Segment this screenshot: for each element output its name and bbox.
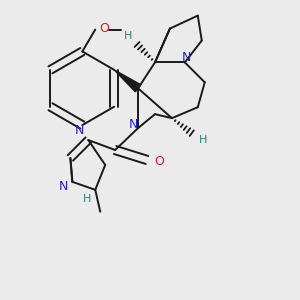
Polygon shape	[114, 70, 141, 92]
Text: N: N	[182, 51, 191, 64]
Text: H: H	[124, 31, 132, 40]
Text: N: N	[128, 118, 138, 130]
Text: O: O	[154, 155, 164, 168]
Text: O: O	[99, 22, 109, 35]
Text: N: N	[75, 124, 84, 136]
Text: H: H	[83, 194, 92, 204]
Text: H: H	[199, 135, 207, 145]
Text: N: N	[59, 180, 68, 193]
